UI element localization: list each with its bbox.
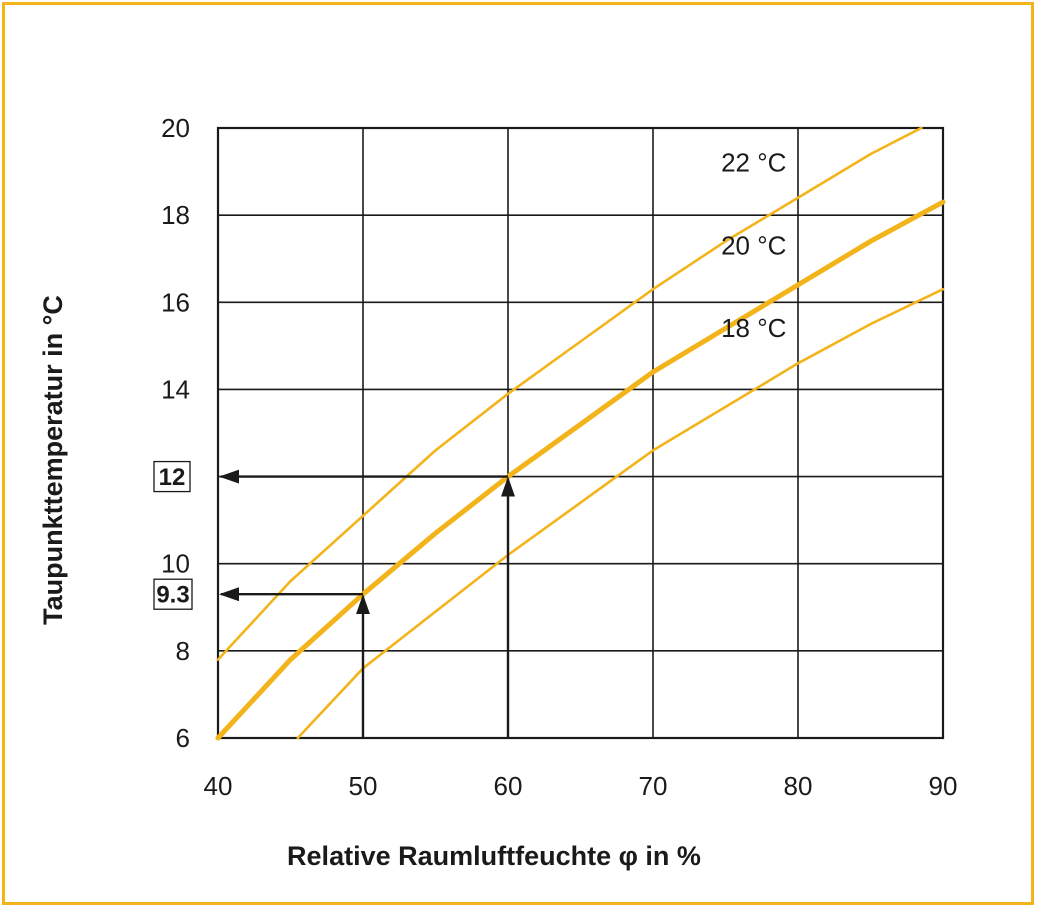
value-marker-label: 12 — [159, 464, 186, 491]
curve-18c — [296, 287, 945, 740]
value-marker-box — [153, 578, 193, 610]
y-tick-label: 6 — [176, 723, 190, 753]
x-tick-label: 70 — [639, 771, 668, 801]
y-tick-label: 14 — [161, 374, 190, 404]
value-marker-label: 9.3 — [156, 582, 189, 609]
curve-22c — [216, 126, 923, 661]
curves — [215, 126, 946, 741]
x-tick-label: 80 — [784, 771, 813, 801]
x-tick-label: 90 — [929, 771, 958, 801]
plot-border — [216, 126, 945, 740]
y-tick-label: 16 — [161, 287, 190, 317]
tick-labels: 40 50 60 70 80 90 6 8 10 14 16 18 20 — [161, 113, 957, 801]
curve-labels: 22 °C 20 °C 18 °C — [721, 148, 786, 344]
y-axis-title: Taupunkttemperatur in °C — [38, 295, 68, 625]
x-tick-label: 50 — [349, 771, 378, 801]
reading-arrows: 129.3 — [153, 460, 515, 738]
grid — [216, 126, 945, 740]
y-tick-label: 20 — [161, 113, 190, 143]
curve-label: 20 °C — [721, 230, 786, 260]
y-tick-label: 8 — [176, 636, 190, 666]
value-marker-box — [153, 460, 191, 493]
curve-20c — [215, 199, 946, 741]
y-tick-label: 18 — [161, 200, 190, 230]
curve-label: 18 °C — [721, 313, 786, 343]
x-tick-label: 60 — [494, 771, 523, 801]
y-tick-label: 10 — [161, 549, 190, 579]
curve-label: 22 °C — [721, 148, 786, 178]
x-tick-label: 40 — [204, 771, 233, 801]
x-axis-title: Relative Raumluftfeuchte φ in % — [287, 841, 701, 871]
